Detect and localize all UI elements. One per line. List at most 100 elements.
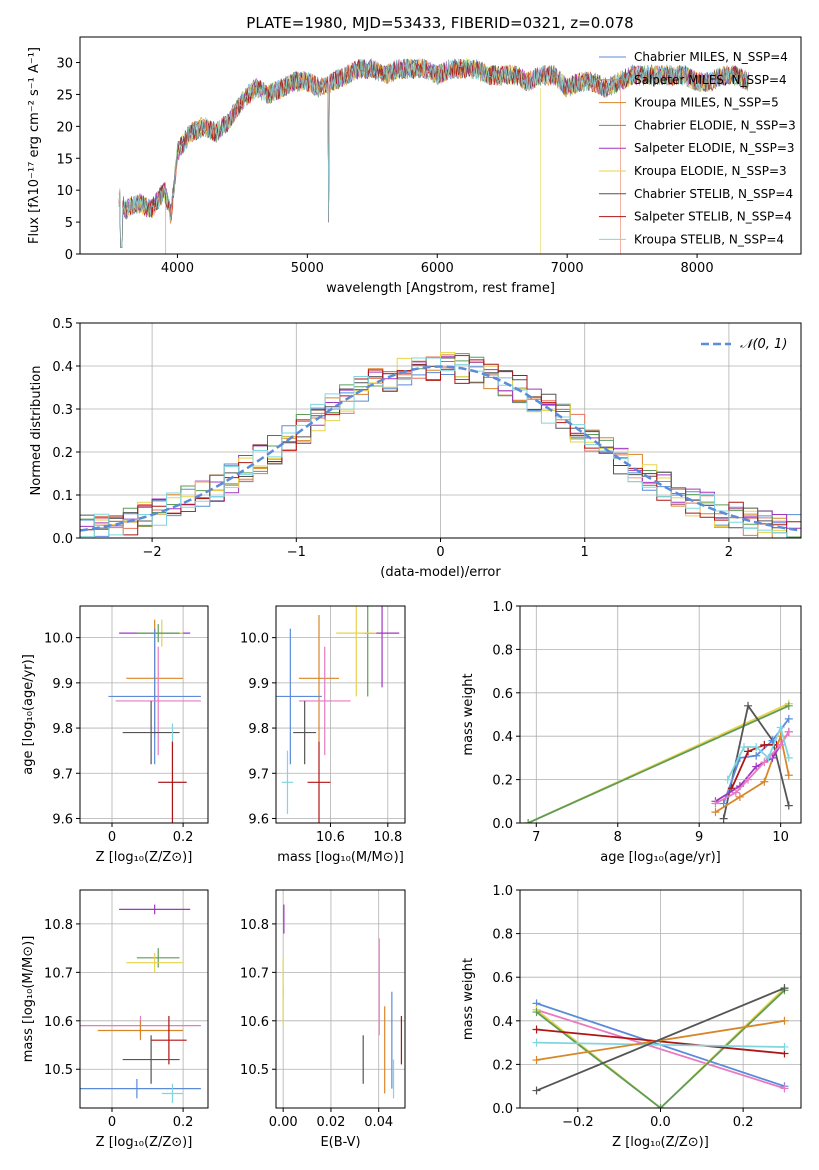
x-tick-label: 0.2 xyxy=(173,830,194,845)
x-tick-label: 1 xyxy=(581,545,589,560)
x-tick-label: 5000 xyxy=(291,261,324,276)
weight-marker xyxy=(776,723,785,732)
spectrum-line-8 xyxy=(118,57,750,248)
x-axis-label: E(B-V) xyxy=(320,1135,360,1150)
weight-marker xyxy=(532,1025,541,1034)
y-tick-label: 0.2 xyxy=(492,774,513,789)
x-axis-label: age [log₁₀(age/yr)] xyxy=(600,850,721,865)
legend-entry: Chabrier MILES, N_SSP=4 xyxy=(634,50,788,64)
plot-area xyxy=(276,606,400,823)
x-tick-label: 6000 xyxy=(421,261,454,276)
weight-marker xyxy=(719,814,728,823)
weight-marker xyxy=(760,758,769,767)
legend-entry: Salpeter ELODIE, N_SSP=3 xyxy=(634,141,795,155)
x-axis-label: wavelength [Angstrom, rest frame] xyxy=(326,281,555,296)
x-tick-label: −1 xyxy=(287,545,306,560)
weight-marker xyxy=(656,1104,665,1108)
weight-marker xyxy=(739,743,748,752)
plot-area xyxy=(532,984,789,1108)
y-tick-label: 10.6 xyxy=(240,1015,269,1030)
plot-area xyxy=(80,904,201,1104)
y-tick-label: 0.8 xyxy=(492,643,513,658)
spectrum-line-6 xyxy=(118,58,750,248)
y-tick-label: 10.8 xyxy=(240,918,269,933)
y-tick-label: 5 xyxy=(65,216,73,231)
weight-marker xyxy=(532,1056,541,1065)
y-tick-label: 10.0 xyxy=(44,632,73,647)
residuals-plot: −2 −1 0 1 2 0.0 0.1 0.2 0.3 0.4 0.5 (data-model)/er… xyxy=(29,317,802,580)
spectrum-line-5 xyxy=(118,57,750,254)
y-tick-label: 9.8 xyxy=(52,722,73,737)
weight-marker xyxy=(764,753,773,762)
legend-entry: Kroupa STELIB, N_SSP=4 xyxy=(634,232,784,246)
weight-marker xyxy=(711,799,720,808)
weight-marker xyxy=(752,751,761,760)
weight-marker xyxy=(784,701,793,710)
weight-marker xyxy=(784,771,793,780)
x-tick-label: 10.8 xyxy=(373,830,402,845)
weight-marker xyxy=(776,740,785,749)
weight-marker xyxy=(784,753,793,762)
y-tick-label: 9.7 xyxy=(248,767,269,782)
mass-vs-ebv-plot: 0.00 0.02 0.04 10.5 10.6 10.7 10.8 E(B-V) xyxy=(240,889,406,1150)
plot-area xyxy=(282,904,403,1099)
gaussian-curve xyxy=(80,365,801,532)
y-tick-label: 9.6 xyxy=(248,812,269,827)
mass-weight-vs-age-plot: 7 8 9 10 0.0 0.2 0.4 0.6 0.8 1.0 age [log₁₀(age/yr… xyxy=(461,600,802,865)
x-tick-label: 7000 xyxy=(551,261,584,276)
weight-line-1 xyxy=(527,704,790,823)
y-tick-label: 9.6 xyxy=(52,812,73,827)
weight-line-7 xyxy=(536,987,785,1092)
weight-marker xyxy=(760,777,769,786)
x-tick-label: 9 xyxy=(695,830,703,845)
y-tick-label: 9.7 xyxy=(52,767,73,782)
weight-line-1 xyxy=(536,1009,785,1090)
x-tick-label: 8 xyxy=(614,830,622,845)
y-tick-label: 0.1 xyxy=(52,489,73,504)
y-tick-label: 0.0 xyxy=(492,1102,513,1117)
weight-marker xyxy=(780,984,789,993)
weight-marker xyxy=(524,819,533,823)
y-tick-label: 20 xyxy=(56,120,73,135)
plot-frame xyxy=(275,889,406,1109)
y-tick-label: 10.5 xyxy=(240,1063,269,1078)
y-tick-label: 0.6 xyxy=(492,971,513,986)
x-tick-label: 8000 xyxy=(681,261,714,276)
x-tick-label: 10 xyxy=(772,830,789,845)
plot-area xyxy=(80,352,801,538)
x-tick-label: −0.2 xyxy=(562,1115,594,1130)
legend-entry: Chabrier STELIB, N_SSP=4 xyxy=(634,187,793,201)
x-tick-label: 0.2 xyxy=(173,1115,194,1130)
legend-entry: Kroupa MILES, N_SSP=5 xyxy=(634,96,779,110)
weight-line-6 xyxy=(536,1019,785,1061)
spectrum-plot: 4000 5000 6000 7000 8000 0 5 10 15 20 25 30 waveleng… xyxy=(27,36,802,296)
y-tick-label: 15 xyxy=(56,152,73,167)
x-tick-label: 0.04 xyxy=(364,1115,393,1130)
weight-marker xyxy=(780,1084,789,1093)
y-axis-label: Normed distribution xyxy=(29,366,44,496)
weight-marker xyxy=(744,747,753,756)
age-vs-mass-plot: 10.6 10.8 9.6 9.7 9.8 9.9 10.0 mass [log₁₀(M/M⊙… xyxy=(240,605,406,865)
plot-area xyxy=(118,57,750,254)
plot-frame xyxy=(519,605,802,824)
plot-frame xyxy=(79,36,802,255)
weight-marker xyxy=(760,740,769,749)
y-tick-label: 0.5 xyxy=(52,317,73,332)
weight-marker xyxy=(723,775,732,784)
plot-frame xyxy=(79,322,802,539)
y-tick-label: 0.6 xyxy=(492,687,513,702)
x-axis-label: mass [log₁₀(M/M⊙)] xyxy=(277,850,404,865)
y-tick-label: 10 xyxy=(56,184,73,199)
plot-area xyxy=(108,619,201,823)
x-tick-label: 0.0 xyxy=(650,1115,671,1130)
x-tick-label: 0 xyxy=(108,830,116,845)
weight-marker xyxy=(744,775,753,784)
weight-line-8 xyxy=(726,724,790,781)
y-tick-label: 9.8 xyxy=(248,722,269,737)
x-tick-label: 7 xyxy=(532,830,540,845)
x-axis-label: (data-model)/error xyxy=(380,565,501,580)
legend-entry: Kroupa ELODIE, N_SSP=3 xyxy=(634,164,787,178)
weight-marker xyxy=(784,714,793,723)
figure-title: PLATE=1980, MJD=53433, FIBERID=0321, z=0… xyxy=(246,14,633,32)
